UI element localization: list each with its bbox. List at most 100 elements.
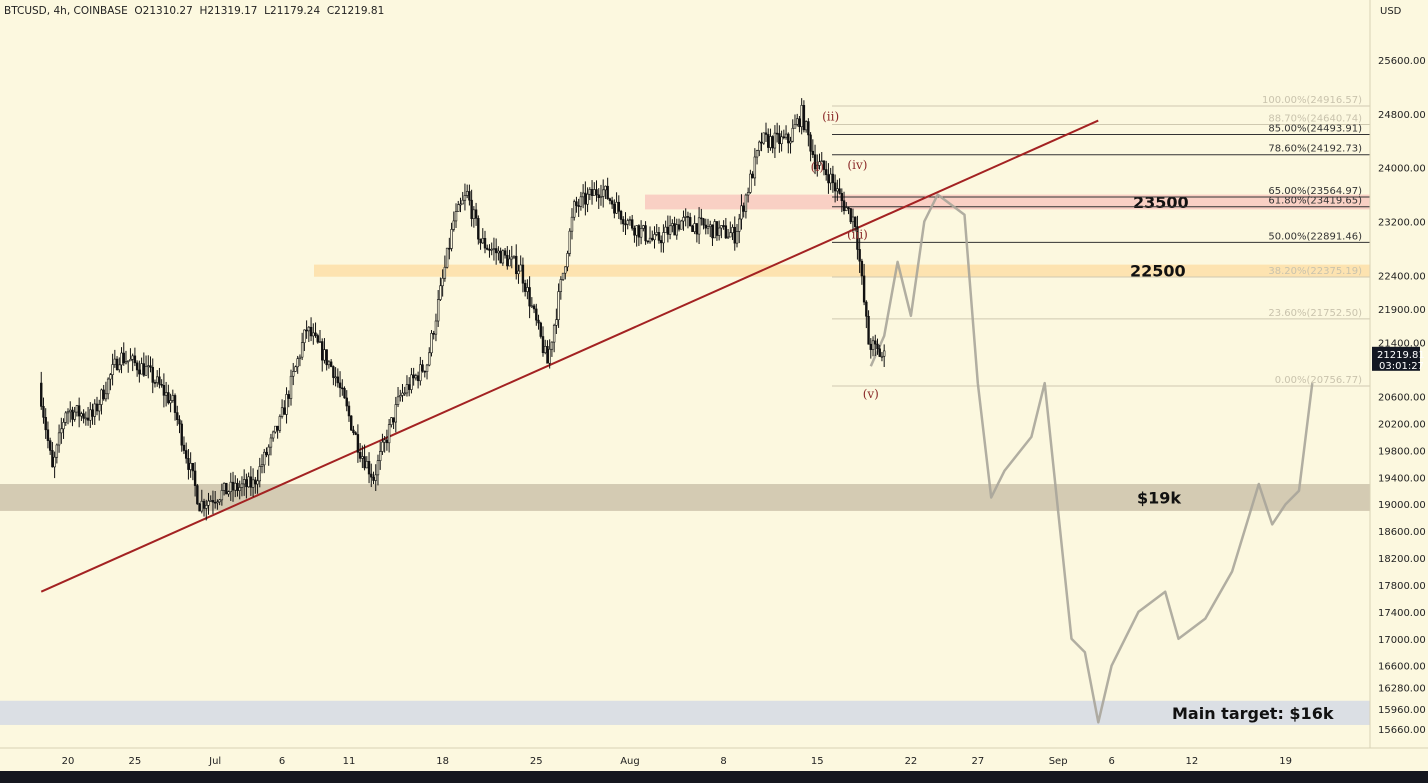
x-tick-label-6: 25 (530, 756, 543, 767)
candle-body-257 (613, 203, 616, 214)
candle-body-229 (550, 341, 554, 350)
y-tick-label-19: 15960.00 (1378, 705, 1426, 716)
candle-body-320 (753, 156, 757, 179)
bar-countdown: 03:01:27 (1379, 361, 1424, 372)
candle-body-194 (472, 209, 476, 219)
candle-body-338 (793, 124, 797, 129)
low-value: L21179.24 (264, 5, 321, 17)
candle-body-149 (372, 476, 375, 481)
zone-label-3: Main target: $16k (1172, 704, 1334, 723)
candle-body-62 (178, 419, 181, 425)
candle-body-15 (73, 411, 76, 420)
x-tick-label-2: Jul (208, 756, 221, 767)
candle-body-308 (726, 236, 730, 239)
candle-body-164 (405, 384, 409, 394)
candle-body-59 (171, 395, 175, 401)
zone-label-2: $19k (1137, 488, 1181, 507)
candle-body-138 (347, 405, 351, 417)
candle-body-78 (213, 501, 217, 504)
candle-body-374 (874, 340, 877, 345)
candle-body-168 (414, 375, 418, 379)
candle-body-366 (856, 226, 859, 250)
candle-body-129 (327, 361, 331, 366)
candle-body-342 (802, 105, 806, 131)
candle-body-137 (345, 397, 348, 407)
candle-body-221 (532, 305, 536, 310)
candle-body-263 (626, 220, 629, 225)
candle-body-227 (546, 346, 549, 364)
candle-body-187 (457, 204, 460, 212)
candle-body-17 (77, 405, 81, 417)
candle-body-208 (503, 250, 507, 256)
candle-body-97 (256, 480, 259, 485)
candle-body-22 (89, 409, 92, 421)
candle-body-139 (350, 415, 353, 431)
candle-body-256 (610, 200, 614, 205)
candle-body-267 (635, 225, 638, 236)
candle-body-147 (367, 461, 371, 475)
candle-body-341 (800, 105, 803, 128)
candle-body-198 (481, 238, 484, 244)
candle-body-135 (341, 387, 344, 390)
candle-body-37 (122, 352, 125, 364)
candle-body-337 (791, 127, 794, 142)
candles (40, 98, 886, 521)
candle-body-50 (151, 366, 154, 383)
candle-body-321 (755, 150, 759, 158)
candle-body-362 (847, 207, 850, 209)
candle-body-211 (510, 256, 513, 260)
candle-body-122 (312, 332, 315, 337)
candle-body-21 (86, 417, 90, 421)
candle-body-324 (762, 132, 765, 144)
candle-body-89 (238, 487, 241, 491)
x-tick-label-11: 27 (971, 756, 984, 767)
candle-body-45 (140, 363, 143, 375)
candle-body-68 (191, 462, 195, 472)
candle-body-244 (584, 192, 587, 205)
candle-body-236 (566, 253, 569, 268)
candle-body-306 (722, 225, 725, 227)
currency-label: USD (1380, 6, 1402, 17)
candle-body-179 (439, 285, 442, 300)
candle-body-134 (338, 382, 342, 389)
candle-body-351 (822, 160, 826, 170)
y-tick-label-5: 21900.00 (1378, 305, 1426, 316)
candle-body-209 (506, 254, 509, 267)
candle-body-246 (588, 189, 592, 195)
y-tick-label-7: 20600.00 (1378, 393, 1426, 404)
candle-body-3 (46, 429, 50, 441)
candle-body-148 (370, 473, 373, 478)
candle-body-349 (818, 161, 821, 166)
candle-body-344 (807, 121, 810, 136)
candle-body-307 (724, 225, 728, 239)
fib-label-5: 61.80%(23419.65) (1268, 196, 1362, 207)
candle-body-124 (316, 335, 319, 343)
candle-body-165 (407, 384, 411, 390)
candle-body-88 (236, 482, 239, 491)
candle-body-23 (91, 409, 94, 417)
candle-body-310 (731, 226, 734, 234)
open-value: O21310.27 (134, 5, 193, 17)
candle-body-186 (454, 211, 458, 222)
candle-body-373 (871, 340, 875, 350)
y-tick-label-14: 17800.00 (1378, 581, 1426, 592)
candle-body-377 (880, 355, 884, 358)
candle-body-77 (211, 500, 215, 503)
fib-label-0: 100.00%(24916.57) (1262, 95, 1362, 106)
candle-body-354 (829, 173, 832, 184)
candle-body-31 (109, 374, 112, 380)
candle-body-277 (657, 232, 661, 241)
candle-body-130 (329, 361, 333, 367)
candle-body-155 (385, 439, 389, 444)
candle-body-364 (851, 216, 855, 223)
candle-body-352 (824, 169, 828, 176)
candle-body-322 (758, 141, 761, 151)
candle-body-41 (131, 355, 134, 360)
candle-body-152 (378, 451, 382, 462)
candle-body-345 (809, 134, 812, 152)
candle-body-210 (508, 258, 511, 267)
candle-body-71 (198, 503, 201, 512)
last-price-tag (1372, 346, 1420, 371)
candle-body-116 (298, 356, 302, 359)
